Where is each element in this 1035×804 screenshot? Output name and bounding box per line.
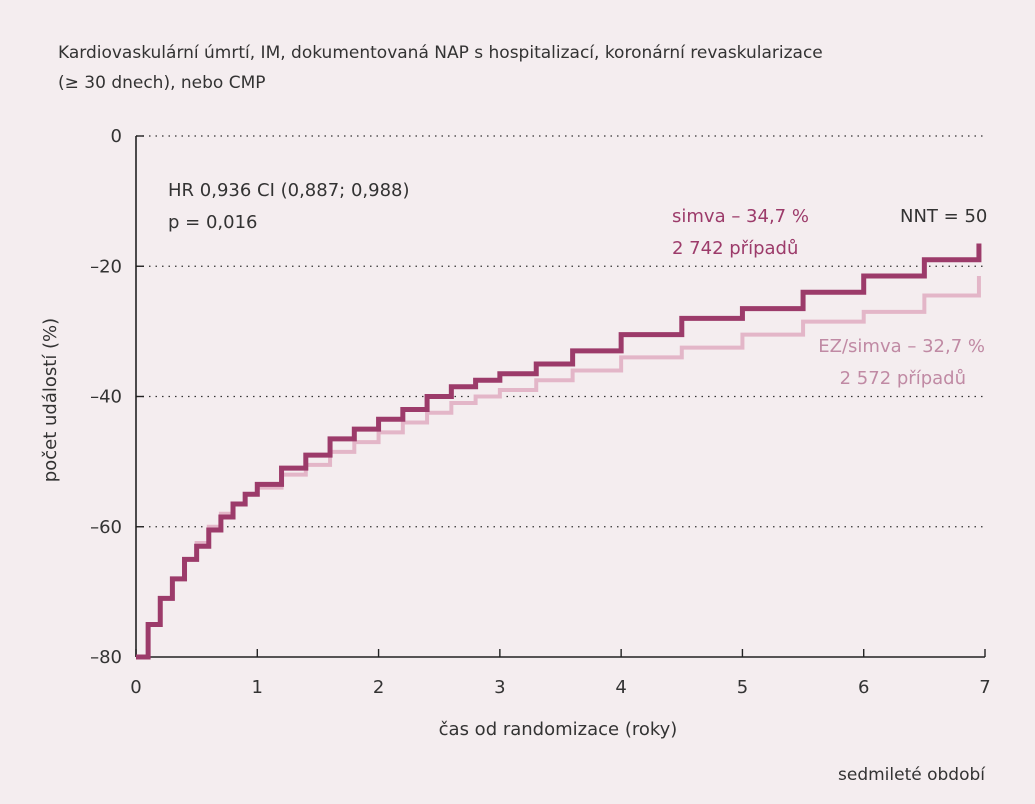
x-tick-label-2: 2 xyxy=(373,677,384,698)
x-tick-label-0: 0 xyxy=(130,677,141,698)
series-label-ezsimva-line-1: EZ/simva – 32,7 % xyxy=(818,336,985,357)
chart-title-line-2: (≥ 30 dnech), nebo CMP xyxy=(58,73,266,93)
x-ticks: 0 1 2 3 4 5 6 7 xyxy=(130,649,991,698)
x-tick-label-4: 4 xyxy=(615,677,626,698)
series-line-0 xyxy=(136,243,982,660)
y-tick-label-1: –20 xyxy=(90,256,122,277)
footer-label: sedmileté období xyxy=(838,765,986,785)
series-label-simva-line-2: 2 742 případů xyxy=(672,238,798,259)
chart-title-line-1: Kardiovaskulární úmrtí, IM, dokumentovan… xyxy=(58,43,823,63)
series-label-ezsimva-line-2: 2 572 případů xyxy=(840,368,966,389)
series-group xyxy=(136,243,982,660)
x-axis-label: čas od randomizace (roky) xyxy=(439,719,678,740)
y-axis-label: počet událostí (%) xyxy=(40,318,61,482)
stats-hr-label: HR 0,936 CI (0,887; 0,988) xyxy=(168,180,410,201)
y-tick-label-4: –80 xyxy=(90,647,122,668)
y-tick-label-2: –40 xyxy=(90,387,122,408)
x-tick-label-1: 1 xyxy=(252,677,263,698)
x-tick-label-7: 7 xyxy=(979,677,990,698)
y-tick-label-0: 0 xyxy=(111,126,122,147)
stats-p-label: p = 0,016 xyxy=(168,212,257,233)
nnt-label: NNT = 50 xyxy=(900,206,987,227)
series-line-1 xyxy=(136,276,981,659)
series-label-simva-line-1: simva – 34,7 % xyxy=(672,206,809,227)
y-tick-label-3: –60 xyxy=(90,517,122,538)
x-tick-label-6: 6 xyxy=(858,677,869,698)
x-tick-label-3: 3 xyxy=(494,677,505,698)
x-tick-label-5: 5 xyxy=(737,677,748,698)
